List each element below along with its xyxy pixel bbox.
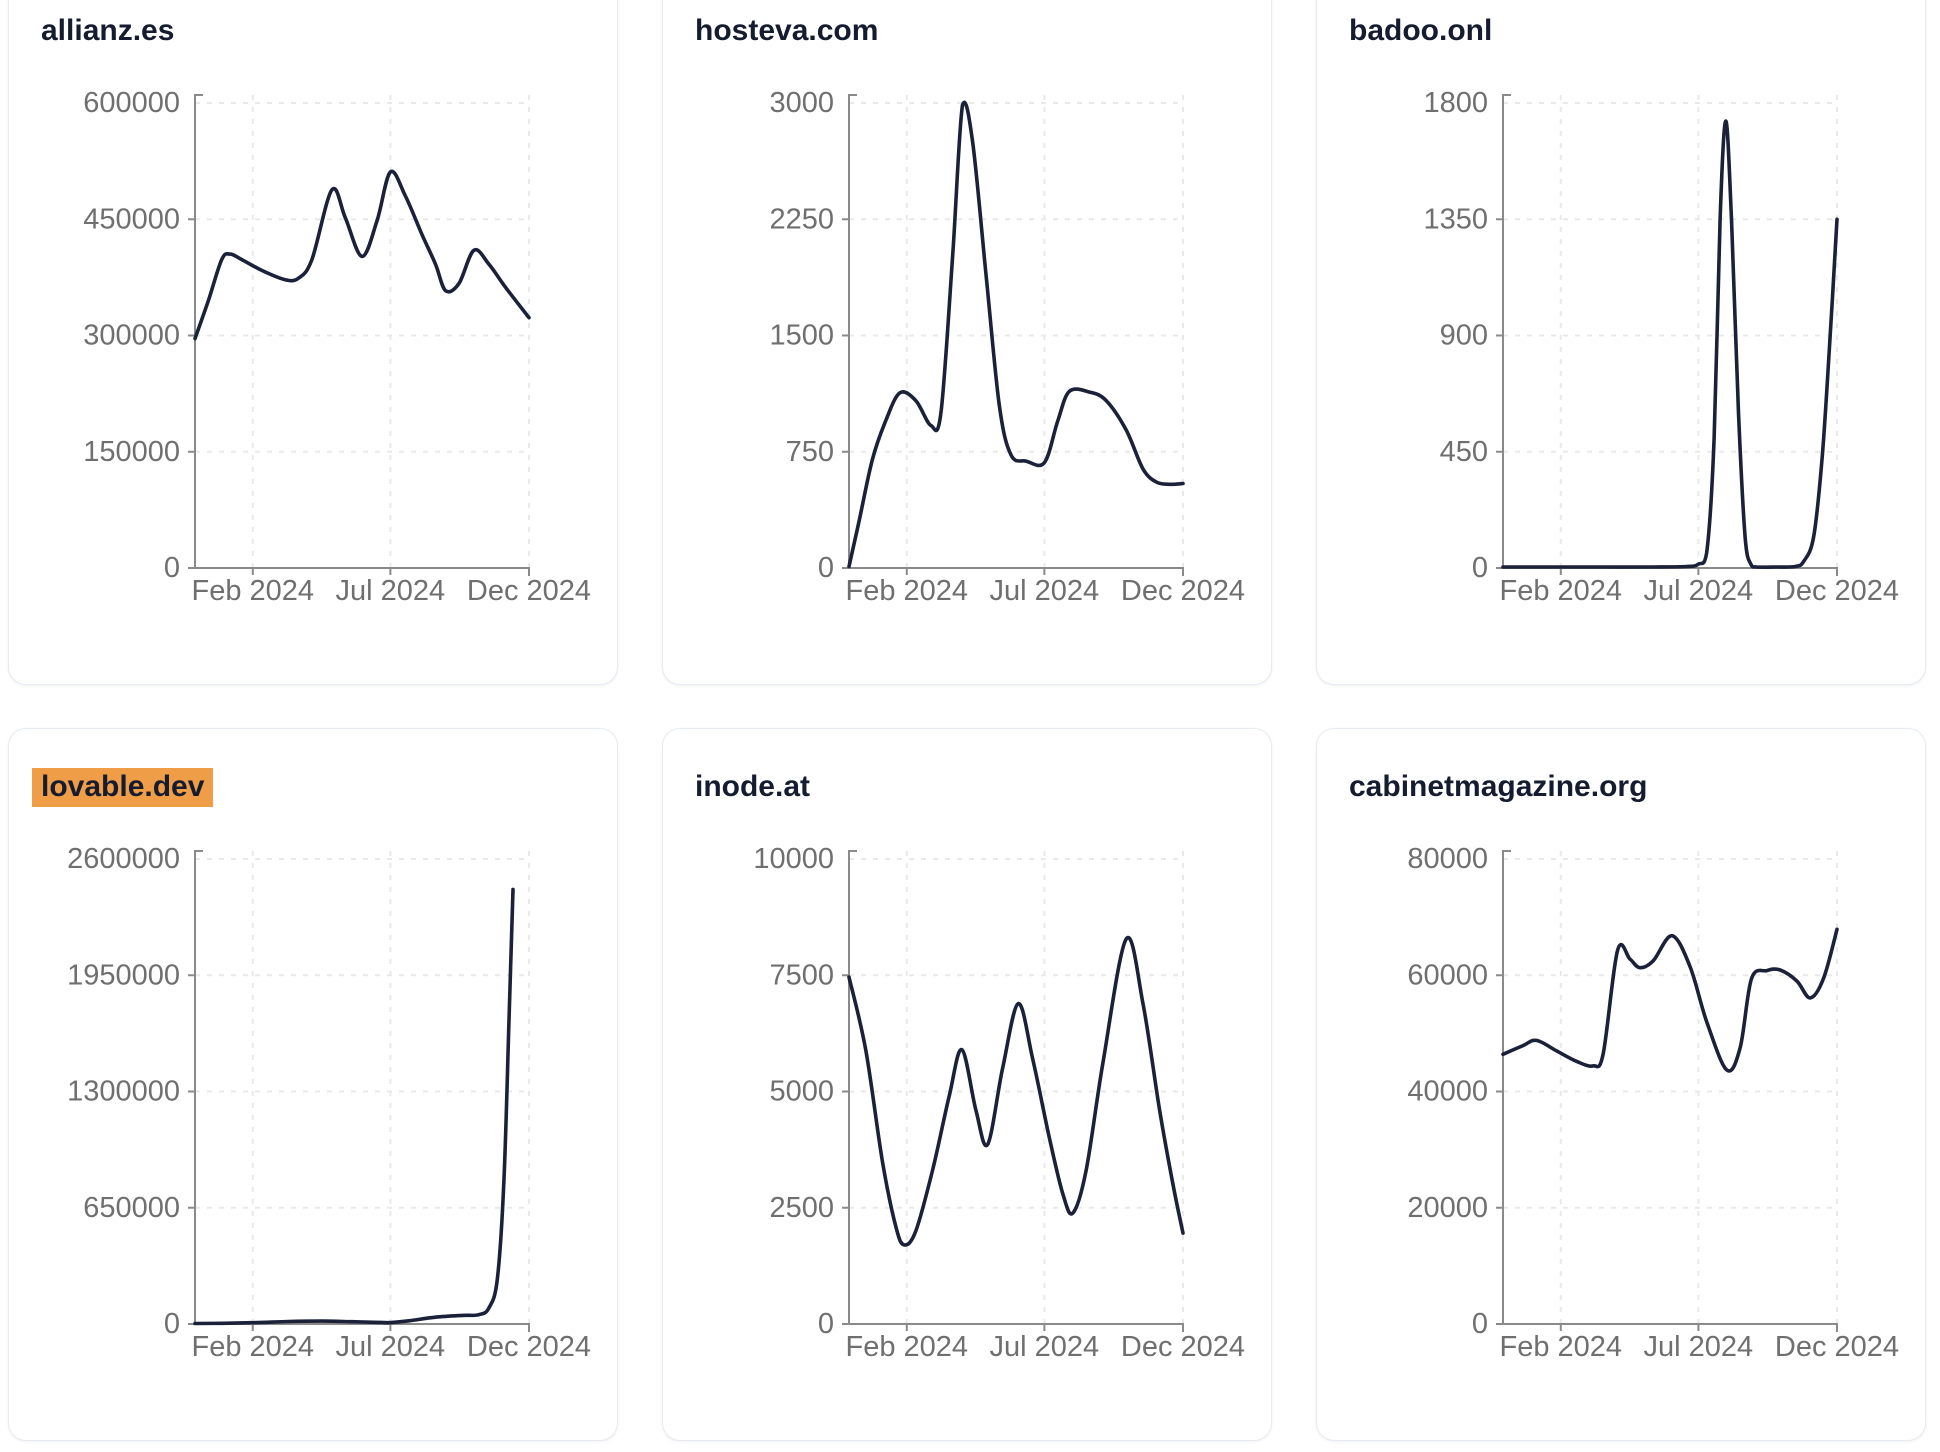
svg-text:Feb 2024: Feb 2024 bbox=[846, 1331, 969, 1363]
svg-text:Jul 2024: Jul 2024 bbox=[1644, 1331, 1754, 1363]
traffic-chart: 0 150000 300000 450000 600000 Feb 2024 Jul 202… bbox=[9, 43, 617, 643]
svg-text:300000: 300000 bbox=[83, 320, 180, 352]
chart-canvas: 0 150000 300000 450000 600000 Feb 2024 Jul 202… bbox=[83, 87, 591, 607]
svg-text:450000: 450000 bbox=[83, 203, 180, 235]
domain-card-lovable-dev[interactable]: lovable.dev 0 650000 1300000 1950000 2600000… bbox=[8, 728, 618, 1441]
svg-text:600000: 600000 bbox=[83, 87, 180, 119]
domain-title: lovable.dev bbox=[32, 768, 617, 807]
svg-text:0: 0 bbox=[164, 1308, 180, 1340]
domain-card-allianz-es[interactable]: allianz.es 0 150000 300000 450000 600000 Feb … bbox=[8, 0, 618, 685]
chart-grid: allianz.es 0 150000 300000 450000 600000 Feb … bbox=[8, 0, 1926, 1441]
svg-text:20000: 20000 bbox=[1407, 1192, 1488, 1224]
svg-text:Jul 2024: Jul 2024 bbox=[990, 1331, 1100, 1363]
svg-text:Jul 2024: Jul 2024 bbox=[990, 575, 1100, 607]
chart-canvas: 0 650000 1300000 1950000 2600000 Feb 2024 Jul … bbox=[67, 843, 591, 1363]
traffic-chart: 0 20000 40000 60000 80000 Feb 2024 Jul 2024 Dec… bbox=[1317, 799, 1925, 1399]
svg-text:60000: 60000 bbox=[1407, 959, 1488, 991]
svg-text:10000: 10000 bbox=[753, 843, 834, 875]
traffic-chart: 0 750 1500 2250 3000 Feb 2024 Jul 2024 Dec 2024 bbox=[663, 43, 1271, 643]
svg-text:Feb 2024: Feb 2024 bbox=[846, 575, 969, 607]
domain-title: hosteva.com bbox=[695, 13, 1271, 49]
svg-text:150000: 150000 bbox=[83, 436, 180, 468]
chart-canvas: 0 750 1500 2250 3000 Feb 2024 Jul 2024 Dec 2024 bbox=[769, 87, 1245, 607]
svg-text:0: 0 bbox=[818, 552, 834, 584]
svg-text:Feb 2024: Feb 2024 bbox=[1500, 575, 1623, 607]
svg-text:0: 0 bbox=[1472, 552, 1488, 584]
traffic-chart: 0 2500 5000 7500 10000 Feb 2024 Jul 2024 Dec 20… bbox=[663, 799, 1271, 1399]
svg-text:Dec 2024: Dec 2024 bbox=[467, 1331, 591, 1363]
svg-text:Feb 2024: Feb 2024 bbox=[1500, 1331, 1623, 1363]
svg-text:3000: 3000 bbox=[769, 87, 834, 119]
svg-text:Dec 2024: Dec 2024 bbox=[467, 575, 591, 607]
domain-title-text: hosteva.com bbox=[695, 14, 879, 47]
chart-canvas: 0 450 900 1350 1800 Feb 2024 Jul 2024 Dec 2024 bbox=[1423, 87, 1899, 607]
domain-title-text: badoo.onl bbox=[1349, 14, 1493, 47]
traffic-chart: 0 450 900 1350 1800 Feb 2024 Jul 2024 Dec 2024 bbox=[1317, 43, 1925, 643]
svg-text:650000: 650000 bbox=[83, 1192, 180, 1224]
domain-title: inode.at bbox=[695, 769, 1271, 805]
domain-title-text: lovable.dev bbox=[32, 768, 214, 807]
svg-text:2250: 2250 bbox=[769, 203, 834, 235]
svg-text:2600000: 2600000 bbox=[67, 843, 180, 875]
svg-text:7500: 7500 bbox=[769, 959, 834, 991]
domain-title-text: cabinetmagazine.org bbox=[1349, 770, 1648, 803]
svg-text:5000: 5000 bbox=[769, 1076, 834, 1108]
domain-card-cabinetmagazine-org[interactable]: cabinetmagazine.org 0 20000 40000 60000 8000… bbox=[1316, 728, 1926, 1441]
svg-text:750: 750 bbox=[786, 436, 834, 468]
domain-card-inode-at[interactable]: inode.at 0 2500 5000 7500 10000 Feb 2024 Jul 2… bbox=[662, 728, 1272, 1441]
svg-text:Dec 2024: Dec 2024 bbox=[1121, 575, 1245, 607]
svg-text:0: 0 bbox=[1472, 1308, 1488, 1340]
domain-card-hosteva-com[interactable]: hosteva.com 0 750 1500 2250 3000 Feb 2024 Jul … bbox=[662, 0, 1272, 685]
svg-text:80000: 80000 bbox=[1407, 843, 1488, 875]
domain-title: cabinetmagazine.org bbox=[1349, 769, 1925, 805]
domain-title: allianz.es bbox=[41, 13, 617, 49]
domain-title-text: inode.at bbox=[695, 770, 811, 803]
domain-title-text: allianz.es bbox=[41, 14, 175, 47]
svg-text:Dec 2024: Dec 2024 bbox=[1775, 1331, 1899, 1363]
svg-text:Dec 2024: Dec 2024 bbox=[1121, 1331, 1245, 1363]
svg-text:Jul 2024: Jul 2024 bbox=[336, 1331, 446, 1363]
svg-text:Jul 2024: Jul 2024 bbox=[1644, 575, 1754, 607]
svg-text:Dec 2024: Dec 2024 bbox=[1775, 575, 1899, 607]
svg-text:0: 0 bbox=[164, 552, 180, 584]
traffic-chart: 0 650000 1300000 1950000 2600000 Feb 2024 Jul … bbox=[9, 799, 617, 1399]
svg-text:450: 450 bbox=[1440, 436, 1488, 468]
svg-text:1300000: 1300000 bbox=[67, 1076, 180, 1108]
svg-text:900: 900 bbox=[1440, 320, 1488, 352]
domain-card-badoo-onl[interactable]: badoo.onl 0 450 900 1350 1800 Feb 2024 Jul 202… bbox=[1316, 0, 1926, 685]
svg-text:1500: 1500 bbox=[769, 320, 834, 352]
chart-canvas: 0 20000 40000 60000 80000 Feb 2024 Jul 2024 Dec… bbox=[1407, 843, 1899, 1363]
svg-text:40000: 40000 bbox=[1407, 1076, 1488, 1108]
svg-text:Feb 2024: Feb 2024 bbox=[192, 1331, 315, 1363]
svg-text:0: 0 bbox=[818, 1308, 834, 1340]
domain-title: badoo.onl bbox=[1349, 13, 1925, 49]
chart-canvas: 0 2500 5000 7500 10000 Feb 2024 Jul 2024 Dec 20… bbox=[753, 843, 1245, 1363]
svg-text:1950000: 1950000 bbox=[67, 959, 180, 991]
svg-text:Feb 2024: Feb 2024 bbox=[192, 575, 315, 607]
svg-text:Jul 2024: Jul 2024 bbox=[336, 575, 446, 607]
svg-text:1350: 1350 bbox=[1423, 203, 1488, 235]
svg-text:1800: 1800 bbox=[1423, 87, 1488, 119]
svg-text:2500: 2500 bbox=[769, 1192, 834, 1224]
